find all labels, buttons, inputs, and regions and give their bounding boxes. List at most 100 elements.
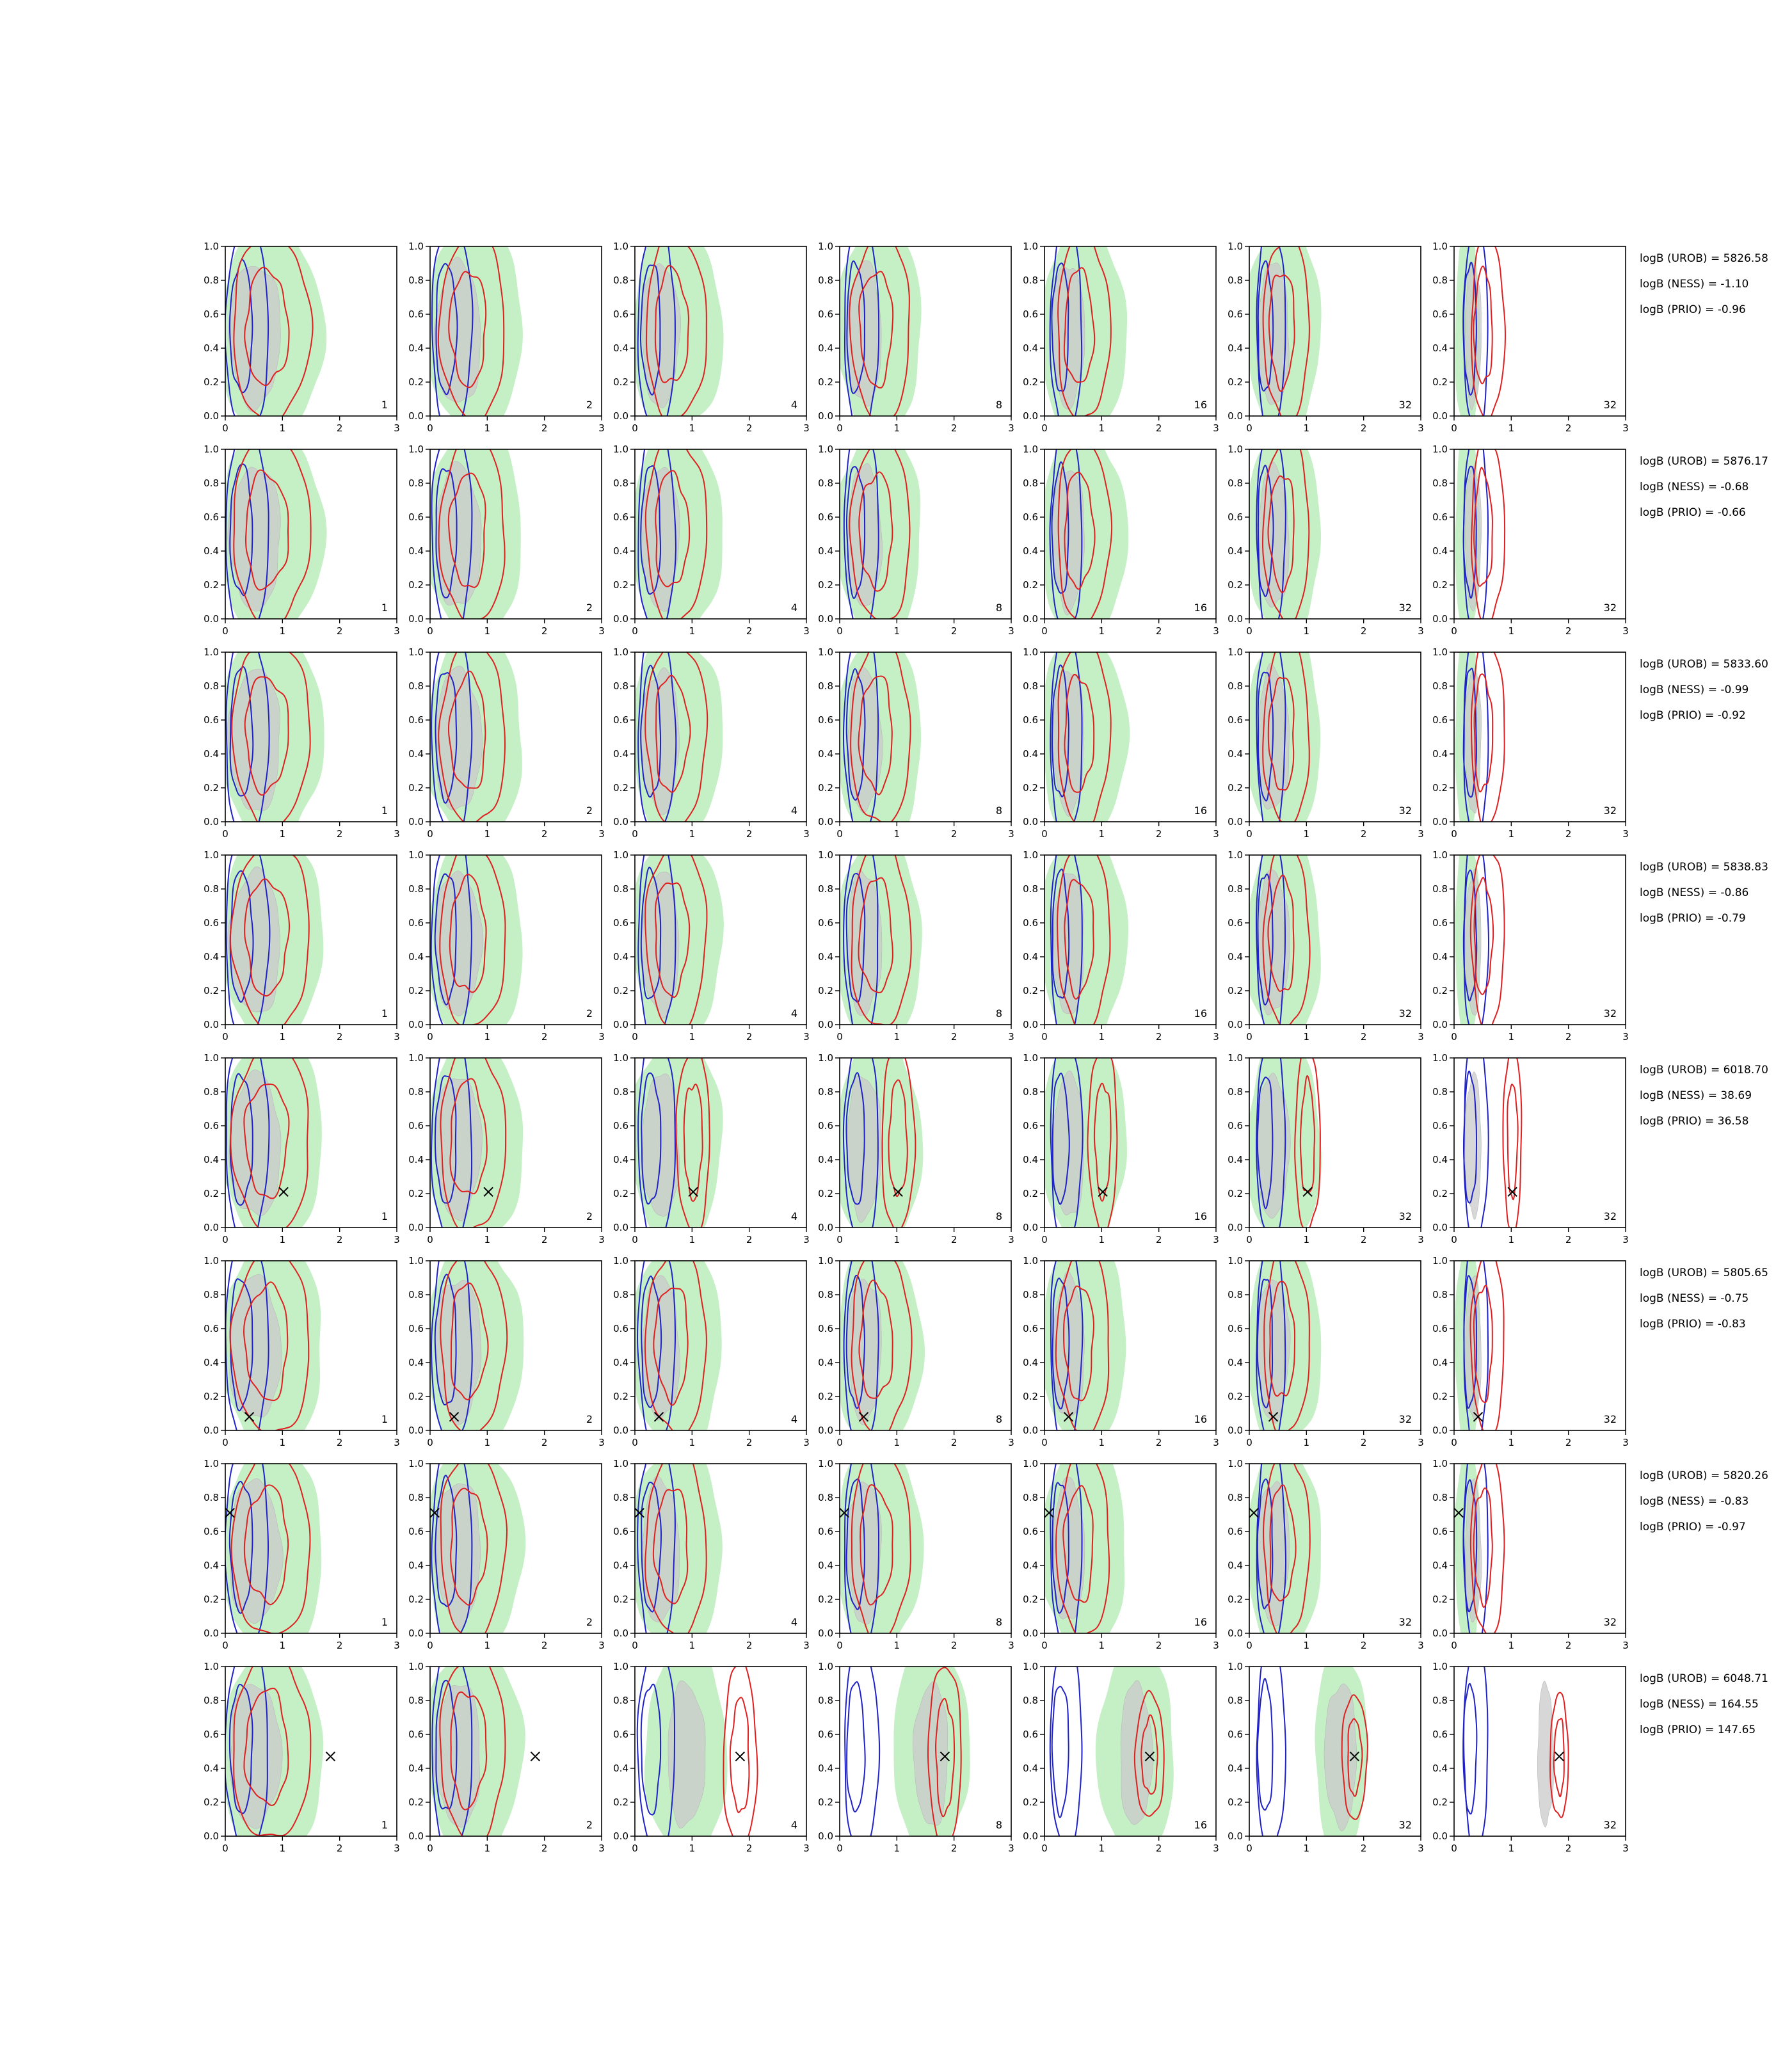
- y-tick-label: 0.2: [204, 1594, 219, 1605]
- x-tick-label: 1: [280, 422, 286, 434]
- metric-label: logB (PRIO) = -0.96: [1640, 303, 1746, 316]
- y-tick-label: 0.8: [818, 883, 833, 895]
- y-tick-label: 0.4: [613, 1763, 628, 1774]
- y-tick-label: 0.6: [1023, 511, 1038, 523]
- x-tick-label: 1: [484, 828, 491, 840]
- plot-area: [1249, 449, 1322, 619]
- x-tick-label: 1: [894, 625, 900, 637]
- y-tick-label: 0.0: [1432, 816, 1448, 828]
- panel-corner-label: 2: [586, 1616, 593, 1628]
- x-tick-label: 0: [632, 828, 638, 840]
- y-tick-label: 0.8: [204, 477, 219, 489]
- y-tick-label: 0.0: [1023, 1628, 1038, 1639]
- y-tick-label: 1.0: [204, 1052, 219, 1064]
- red-contour-inner: [934, 1697, 956, 1818]
- y-tick-label: 0.6: [613, 1526, 628, 1537]
- x-tick-label: 1: [1304, 625, 1310, 637]
- panel-r8-c1: 0 1 2 3 0.0 0.2 0.4 0.6 0.8 1.0 1: [204, 1661, 400, 1854]
- blue-contour-outer: [1256, 1667, 1286, 1836]
- y-tick-label: 0.8: [204, 275, 219, 286]
- plot-area: [1249, 1464, 1322, 1633]
- x-tick-label: 3: [1213, 1843, 1219, 1854]
- y-tick-label: 0.4: [1432, 545, 1448, 557]
- axes-frame: [634, 1463, 807, 1634]
- blue-contour-inner: [639, 264, 661, 396]
- panel-corner-label: 32: [1399, 1616, 1412, 1628]
- blue-contour-inner: [435, 1475, 458, 1607]
- x-tick-label: 1: [484, 1437, 491, 1448]
- x-tick-label: 0: [427, 1640, 433, 1651]
- blue-contour-inner: [229, 666, 254, 797]
- blue-contour-outer: [1256, 246, 1286, 416]
- y-tick-label: 1.0: [1432, 1052, 1448, 1064]
- y-tick-label: 0.6: [613, 1729, 628, 1740]
- panel-r8-c6: 0 1 2 3 0.0 0.2 0.4 0.6 0.8 1.0 32: [1228, 1661, 1424, 1854]
- axes-frame: [225, 652, 397, 822]
- x-tick-label: 3: [394, 1640, 400, 1651]
- axes-frame: [1453, 1057, 1626, 1228]
- panel-corner-label: 16: [1194, 1616, 1207, 1628]
- y-tick-label: 1.0: [1023, 444, 1038, 455]
- panel-r4-c7: 0 1 2 3 0.0 0.2 0.4 0.6 0.8 1.0 32: [1432, 849, 1629, 1043]
- x-tick-label: 2: [337, 1640, 343, 1651]
- y-tick-label: 0.0: [204, 1425, 219, 1436]
- red-contour-outer: [851, 855, 912, 1025]
- y-tick-label: 0.4: [1432, 748, 1448, 760]
- x-tick-label: 3: [394, 1843, 400, 1854]
- panel-corner-label: 1: [381, 399, 388, 411]
- x-tick-label: 1: [894, 1843, 900, 1854]
- y-tick-label: 0.2: [1023, 579, 1038, 591]
- x-tick-label: 2: [1156, 422, 1162, 434]
- x-tick-label: 1: [280, 1234, 286, 1245]
- axes-frame: [1044, 1463, 1217, 1634]
- plot-area: [840, 1058, 924, 1228]
- y-tick-label: 0.8: [613, 680, 628, 692]
- y-tick-label: 0.8: [204, 883, 219, 895]
- y-tick-label: 0.2: [1432, 1594, 1448, 1605]
- blue-contour-outer: [1463, 855, 1490, 1025]
- y-tick-label: 0.0: [818, 410, 833, 422]
- y-tick-label: 0.4: [408, 1154, 424, 1165]
- axes-frame: [839, 246, 1012, 417]
- x-tick-label: 2: [337, 625, 343, 637]
- y-tick-label: 1.0: [1023, 1458, 1038, 1469]
- red-contour-outer: [1470, 652, 1505, 822]
- y-tick-label: 0.8: [408, 1289, 424, 1300]
- red-contour-outer: [1261, 449, 1310, 619]
- red-contour-inner: [1062, 1285, 1094, 1402]
- y-tick-label: 0.6: [1228, 1729, 1243, 1740]
- y-tick-label: 1.0: [818, 1458, 833, 1469]
- x-tick-label: 0: [222, 1031, 228, 1043]
- panel-r4-c4: 0 1 2 3 0.0 0.2 0.4 0.6 0.8 1.0 8: [818, 849, 1014, 1043]
- panel-corner-label: 4: [791, 602, 797, 614]
- x-tick-label: 1: [689, 422, 696, 434]
- red-contour-inner: [858, 471, 893, 592]
- y-tick-label: 0.0: [613, 1628, 628, 1639]
- y-tick-label: 1.0: [613, 1458, 628, 1469]
- axes-frame: [839, 1260, 1012, 1431]
- blue-contour-outer: [1256, 652, 1286, 822]
- x-tick-label: 0: [836, 1640, 843, 1651]
- metric-label: logB (PRIO) = 36.58: [1640, 1115, 1748, 1128]
- x-tick-label: 2: [337, 1437, 343, 1448]
- gray-density-region: [1464, 1071, 1482, 1220]
- metric-label: logB (PRIO) = -0.79: [1640, 912, 1746, 925]
- y-tick-label: 0.8: [613, 477, 628, 489]
- x-tick-label: 2: [746, 1031, 753, 1043]
- y-tick-label: 0.0: [408, 1425, 424, 1436]
- gray-density-region: [1052, 1270, 1085, 1417]
- blue-contour-outer: [1255, 855, 1286, 1025]
- panel-corner-label: 32: [1604, 1819, 1617, 1831]
- x-tick-label: 1: [1099, 828, 1105, 840]
- panel-r1-c1: 0 1 2 3 0.0 0.2 0.4 0.6 0.8 1.0 1: [204, 241, 400, 434]
- panel-corner-label: 16: [1194, 1007, 1207, 1020]
- x-tick-label: 2: [1156, 1640, 1162, 1651]
- y-tick-label: 0.4: [204, 1560, 219, 1571]
- x-tick-label: 2: [1565, 1640, 1572, 1651]
- y-tick-label: 0.4: [1228, 1763, 1243, 1774]
- panel-r8-c5: 0 1 2 3 0.0 0.2 0.4 0.6 0.8 1.0 16: [1023, 1661, 1219, 1854]
- gray-density-region: [1464, 465, 1482, 612]
- metric-label: logB (UROB) = 5805.65: [1640, 1267, 1768, 1279]
- plot-area: [1249, 652, 1321, 822]
- x-tick-label: 0: [632, 1640, 638, 1651]
